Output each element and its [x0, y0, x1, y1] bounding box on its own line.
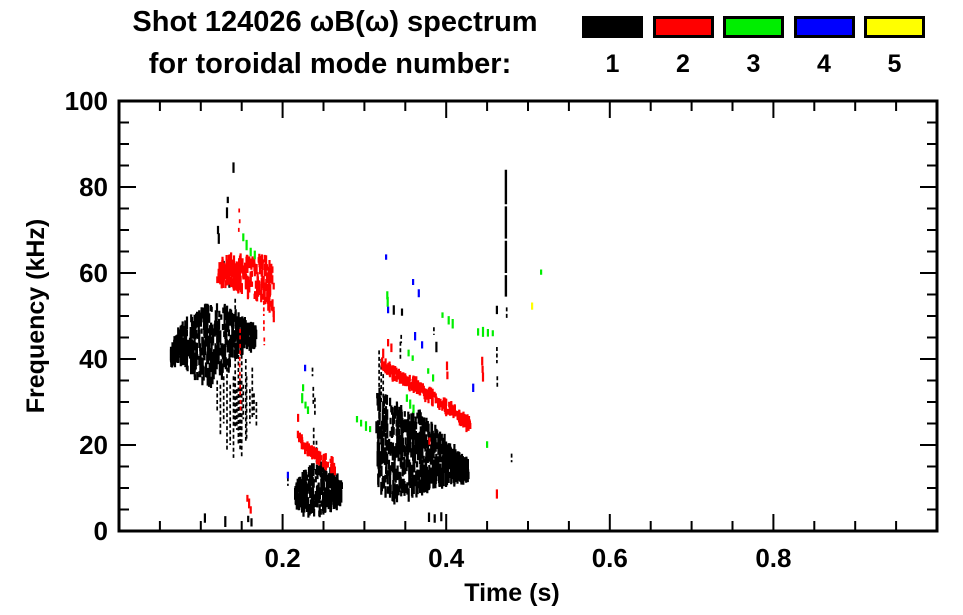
- x-tick-label: 0.6: [592, 543, 628, 573]
- feature-1-mode-1: [216, 298, 258, 458]
- feature-11-mode-2: [296, 430, 336, 476]
- feature-14-mode-4: [286, 254, 475, 479]
- legend-swatch-mode-3: [723, 16, 784, 38]
- mode-legend: 1 2 3 4 5: [0, 0, 963, 80]
- legend-swatch-mode-2: [652, 16, 714, 38]
- legend-label-mode-4: 4: [817, 50, 831, 78]
- chart-title-line2: for toroidal mode number:: [148, 48, 512, 80]
- feature-13-mode-3: [242, 233, 543, 448]
- major-ticks: [120, 100, 936, 532]
- feature-9-mode-2: [237, 208, 266, 411]
- x-tick-label: 0.8: [755, 543, 791, 573]
- feature-5-mode-1: [375, 387, 470, 505]
- y-axis-title: Frequency (kHz): [22, 219, 50, 413]
- feature-10-mode-2: [246, 339, 498, 514]
- y-tick-label: 40: [79, 344, 108, 374]
- x-axis-title: Time (s): [464, 579, 559, 607]
- legend-label-mode-5: 5: [887, 50, 902, 78]
- plot-frame: [117, 99, 939, 533]
- x-tick-label: 0.2: [265, 543, 301, 573]
- legend-swatch-mode-1: [582, 16, 643, 38]
- legend-label-mode-3: 3: [746, 50, 761, 78]
- x-tick-label: 0.4: [428, 543, 465, 573]
- data-strokes: [169, 162, 543, 527]
- legend-swatch-mode-5: [864, 16, 925, 38]
- feature-0-mode-1: [169, 303, 258, 388]
- feature-4-mode-1: [287, 367, 318, 486]
- legend-label-mode-1: 1: [605, 50, 620, 78]
- legend-label-mode-2: 2: [676, 50, 690, 78]
- y-tick-label: 20: [79, 430, 108, 460]
- minor-ticks: [120, 102, 936, 530]
- y-tick-label: 80: [79, 172, 108, 202]
- feature-6-mode-1: [378, 307, 513, 463]
- y-tick-label: 100: [65, 86, 108, 116]
- feature-8-mode-2: [216, 252, 275, 323]
- chart-title-line1: Shot 124026 ωB(ω) spectrum: [132, 6, 538, 38]
- y-tick-label: 0: [94, 516, 108, 546]
- feature-12-mode-2: [380, 357, 472, 433]
- y-tick-label: 60: [79, 258, 108, 288]
- feature-3-mode-1: [294, 458, 343, 518]
- legend-swatch-mode-4: [793, 16, 855, 38]
